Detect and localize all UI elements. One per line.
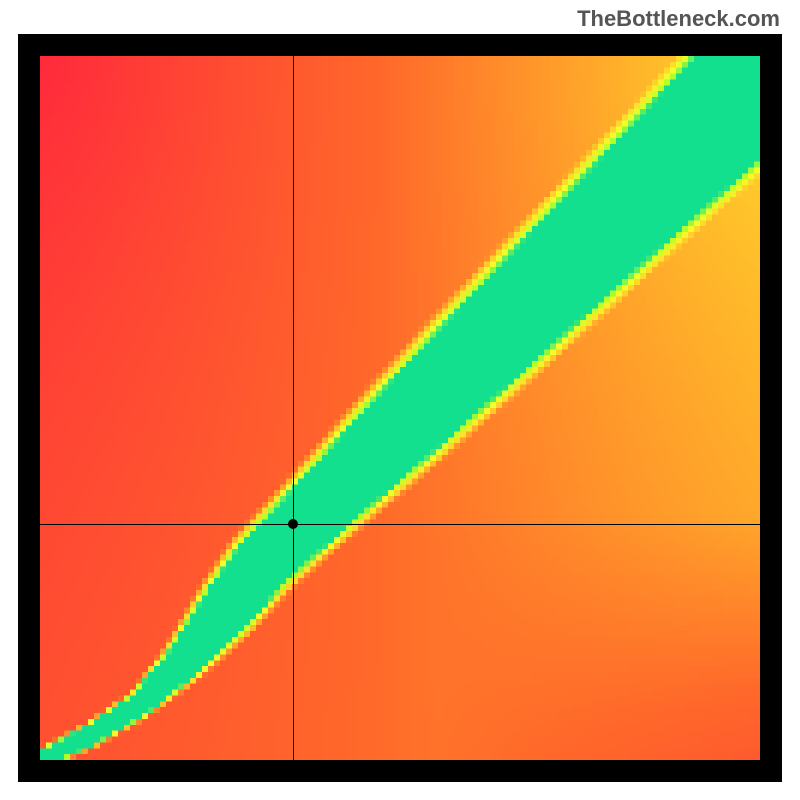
chart-container: TheBottleneck.com [0, 0, 800, 800]
crosshair-vertical [293, 56, 294, 760]
heatmap-canvas [40, 56, 760, 760]
watermark-text: TheBottleneck.com [577, 6, 780, 32]
crosshair-horizontal [40, 524, 760, 525]
